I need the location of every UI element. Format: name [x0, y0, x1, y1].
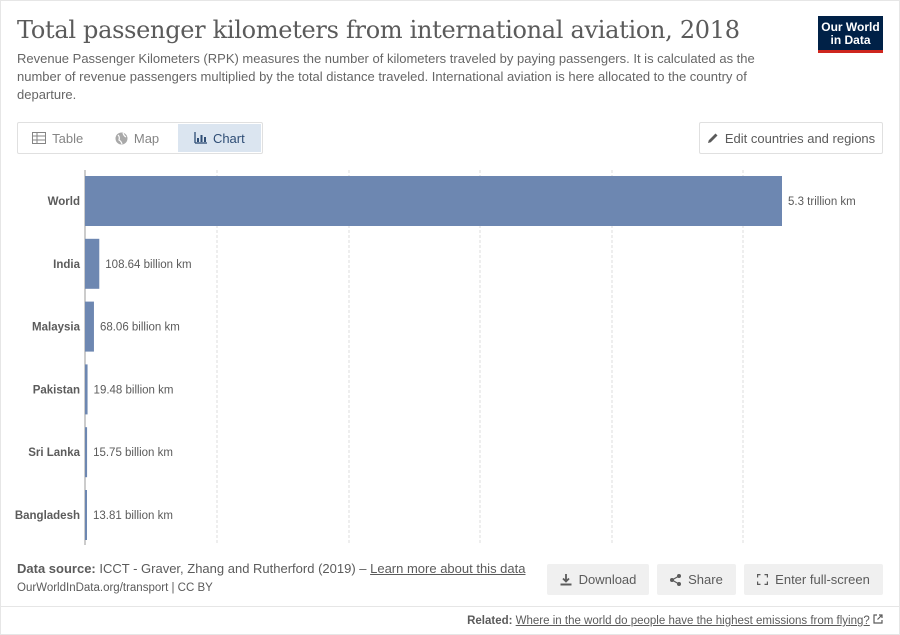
category-label: India	[53, 259, 80, 271]
data-source-text: ICCT - Graver, Zhang and Rutherford (201…	[99, 561, 367, 576]
share-icon	[670, 573, 682, 586]
bar-pakistan[interactable]	[85, 364, 88, 415]
tab-map-label: Map	[133, 130, 160, 146]
related-link-row: Related: Where in the world do people ha…	[467, 614, 883, 627]
tab-chart[interactable]: Chart	[177, 124, 261, 152]
value-label: 5.3 trillion km	[788, 196, 856, 208]
table-icon	[32, 132, 47, 144]
logo-line-1: Our World	[821, 20, 880, 34]
bar-bangladesh[interactable]	[85, 490, 87, 540]
edit-countries-button[interactable]: Edit countries and regions	[699, 122, 883, 154]
value-label: 68.06 billion km	[100, 322, 180, 334]
pencil-icon	[707, 133, 718, 143]
edit-countries-label: Edit countries and regions	[724, 130, 876, 146]
source-url[interactable]: OurWorldInData.org/transport | CC BY	[17, 582, 213, 594]
tab-table[interactable]: Table	[18, 123, 97, 153]
globe-icon	[115, 132, 128, 144]
download-button[interactable]: Download	[547, 564, 649, 595]
data-source-label: Data source:	[17, 561, 96, 576]
share-label: Share	[688, 572, 723, 587]
footer-divider	[0, 606, 900, 607]
download-label: Download	[578, 572, 637, 587]
bar-malaysia[interactable]	[85, 301, 94, 352]
value-label: 13.81 billion km	[93, 510, 173, 522]
download-icon	[560, 573, 572, 585]
logo-line-2: in Data	[830, 33, 871, 47]
bar-sri-lanka[interactable]	[85, 427, 88, 478]
value-label: 108.64 billion km	[105, 259, 191, 271]
external-link-icon	[873, 614, 883, 624]
chart-subtitle: Revenue Passenger Kilometers (RPK) measu…	[17, 51, 755, 102]
value-label: 15.75 billion km	[93, 447, 173, 459]
category-label: Malaysia	[32, 322, 81, 334]
learn-more-link[interactable]: Learn more about this data	[370, 561, 526, 576]
tab-table-label: Table	[52, 130, 84, 146]
fullscreen-label: Enter full-screen	[775, 572, 870, 587]
category-label: Bangladesh	[15, 510, 80, 522]
related-label: Related:	[467, 615, 513, 627]
bar-world[interactable]	[85, 176, 782, 226]
category-label: World	[48, 196, 80, 208]
category-label: Sri Lanka	[28, 447, 80, 459]
bar-india[interactable]	[85, 238, 100, 289]
owid-logo[interactable]: Our World in Data	[818, 16, 883, 53]
value-label: 19.48 billion km	[94, 384, 174, 396]
tab-map[interactable]: Map	[97, 123, 176, 153]
chart-icon	[194, 132, 207, 144]
page-title: Total passenger kilometers from internat…	[17, 16, 740, 44]
view-tabs: Table Map Chart	[17, 122, 263, 154]
expand-icon	[757, 574, 769, 585]
tab-chart-label: Chart	[212, 130, 245, 146]
related-article-link[interactable]: Where in the world do people have the hi…	[515, 615, 870, 627]
category-label: Pakistan	[33, 384, 80, 396]
fullscreen-button[interactable]: Enter full-screen	[744, 564, 883, 595]
share-button[interactable]: Share	[657, 564, 736, 595]
data-source: Data source: ICCT - Graver, Zhang and Ru…	[17, 561, 526, 576]
bar-chart: World 5.3 trillion km India 108.64 billion …	[15, 170, 856, 545]
